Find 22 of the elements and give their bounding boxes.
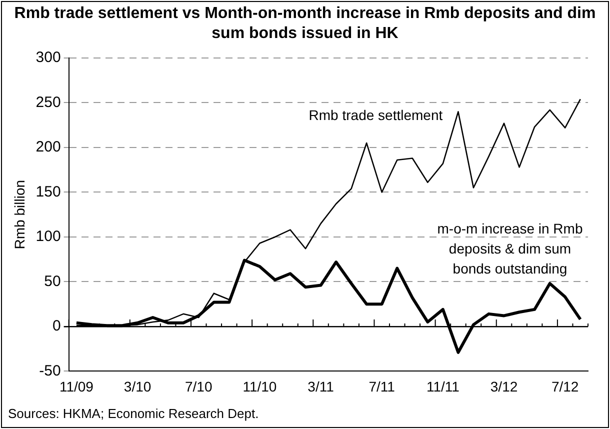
x-tick-label: 11/11 [426,378,460,394]
x-tick-label: 7/11 [368,378,396,394]
x-tick-label: 3/11 [308,378,334,394]
x-tick-label: 11/09 [59,378,94,394]
source-note: Sources: HKMA; Economic Research Dept. [8,406,259,421]
x-tick-label: 7/10 [184,378,212,394]
y-tick-label: 300 [36,49,61,66]
x-tick-label: 7/12 [551,378,579,394]
y-axis-title: Rmb billion [11,180,28,250]
y-tick-label: 50 [44,272,61,290]
y-tick-label: 150 [36,183,61,200]
y-tick-label: 100 [36,228,61,246]
y-tick-label: 200 [36,138,61,156]
chart-title: Rmb trade settlement vs Month-on-month increase in Rmb deposits and dim sum bonds issued in HK [13,4,597,44]
y-tick-label: 250 [36,94,61,111]
x-tick-label: 3/10 [124,378,152,394]
x-tick-label: 11/10 [242,378,277,394]
y-tick-label: -50 [39,362,61,380]
y-tick-label: 0 [52,318,61,335]
series-label: Rmb trade settlement [308,107,443,123]
x-tick-label: 3/12 [490,378,518,394]
series-label: m-o-m increase in Rmb deposits & dim sum bonds outstanding [437,220,583,277]
